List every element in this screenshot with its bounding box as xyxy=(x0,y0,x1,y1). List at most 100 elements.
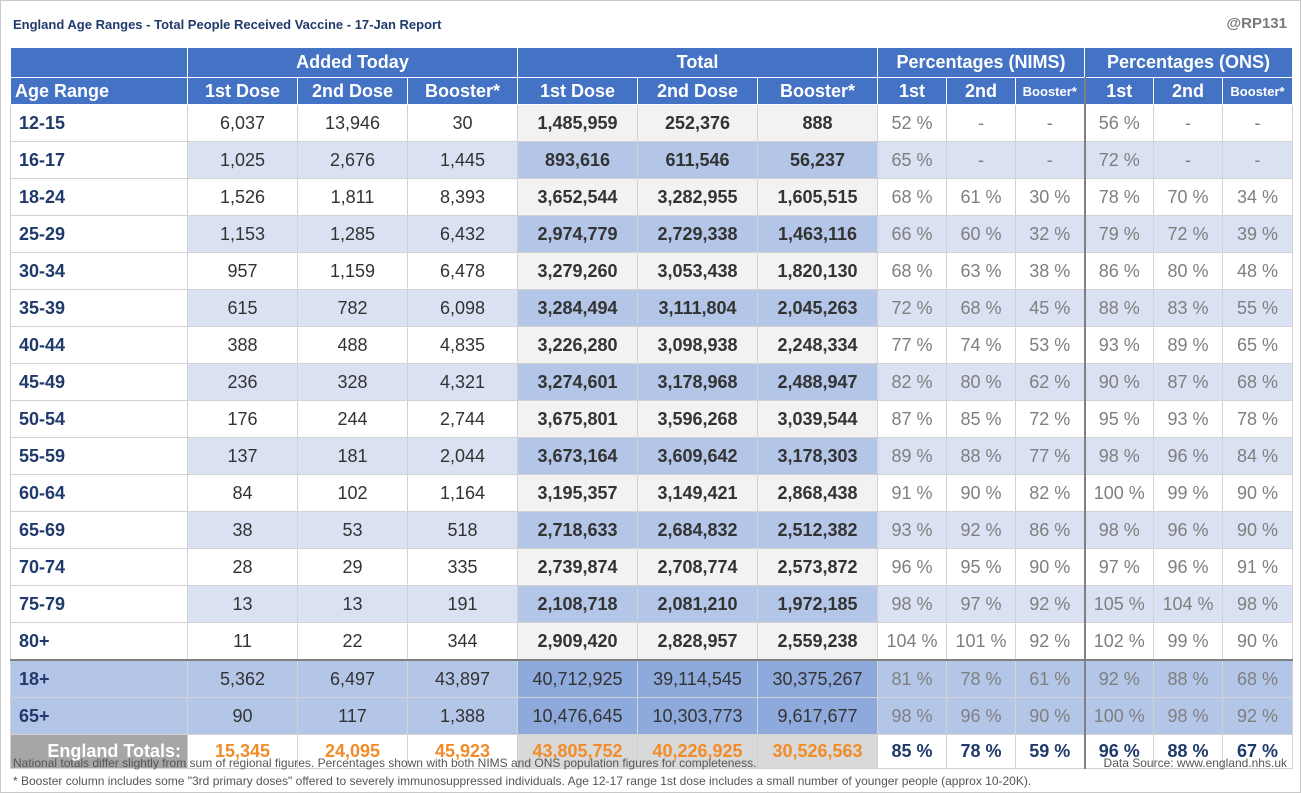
cell-ons-first: 98 % xyxy=(1083,511,1155,549)
header-nims-second: 2nd xyxy=(946,77,1017,105)
cell-nims-second: - xyxy=(946,104,1017,142)
cell-added-second: 117 xyxy=(297,697,408,735)
vaccine-table: Added Today Total Percentages (NIMS) Per… xyxy=(10,47,1294,769)
cell-added-second: 1,159 xyxy=(297,252,408,290)
cell-total-first: 3,284,494 xyxy=(517,289,638,327)
cell-age: 55-59 xyxy=(10,437,188,475)
cell-total-second: 2,708,774 xyxy=(637,548,758,586)
cell-nims-first: 89 % xyxy=(877,437,948,475)
cell-added-second: 2,676 xyxy=(297,141,408,179)
cell-total-booster: 2,559,238 xyxy=(756,622,879,661)
cell-total-first: 2,909,420 xyxy=(517,622,638,661)
cell-added-first: 236 xyxy=(187,363,298,401)
cell-added-second: 6,497 xyxy=(297,659,408,698)
cell-added-first: 38 xyxy=(187,511,298,549)
cell-nims-booster: 90 % xyxy=(1015,548,1086,586)
cell-nims-booster: - xyxy=(1015,141,1086,179)
cell-ons-first: 88 % xyxy=(1083,289,1155,327)
cell-total-booster: 2,512,382 xyxy=(756,511,879,549)
cell-ons-first: 56 % xyxy=(1083,104,1155,142)
cell-ons-first: 97 % xyxy=(1083,548,1155,586)
cell-total-second: 3,282,955 xyxy=(637,178,758,216)
cell-added-booster: 1,164 xyxy=(407,474,518,512)
cell-nims-second: 85 % xyxy=(946,400,1017,438)
cell-total-second: 3,609,642 xyxy=(637,437,758,475)
cell-nims-second: - xyxy=(946,141,1017,179)
cell-total-booster: 1,972,185 xyxy=(756,585,879,623)
cell-nims-booster: 82 % xyxy=(1015,474,1086,512)
cell-added-first: 388 xyxy=(187,326,298,364)
cell-nims-second: 92 % xyxy=(946,511,1017,549)
cell-total-second: 39,114,545 xyxy=(637,659,758,698)
cell-total-booster: 3,039,544 xyxy=(756,400,879,438)
cell-nims-first: 65 % xyxy=(877,141,948,179)
cell-added-second: 29 xyxy=(297,548,408,586)
cell-added-second: 1,811 xyxy=(297,178,408,216)
cell-ons-second: 88 % xyxy=(1153,659,1224,698)
summary-row: 18+ 5,362 6,497 43,897 40,712,925 39,114,545 3… xyxy=(10,659,1294,698)
cell-added-first: 137 xyxy=(187,437,298,475)
cell-nims-second: 60 % xyxy=(946,215,1017,253)
cell-added-booster: 4,835 xyxy=(407,326,518,364)
cell-total-booster: 3,178,303 xyxy=(756,437,879,475)
cell-ons-booster: 90 % xyxy=(1222,474,1294,512)
cell-nims-second: 90 % xyxy=(946,474,1017,512)
cell-ons-first: 72 % xyxy=(1083,141,1155,179)
cell-age: 30-34 xyxy=(10,252,188,290)
data-source: Data Source: www.england.nhs.uk xyxy=(1103,756,1287,770)
cell-total-first: 2,974,779 xyxy=(517,215,638,253)
cell-age: 50-54 xyxy=(10,400,188,438)
cell-ons-first: 86 % xyxy=(1083,252,1155,290)
table-row: 65-69 38 53 518 2,718,633 2,684,832 2,512,382 9… xyxy=(10,511,1294,549)
cell-ons-second: 89 % xyxy=(1153,326,1224,364)
cell-added-first: 1,025 xyxy=(187,141,298,179)
cell-nims-first: 98 % xyxy=(877,697,948,735)
table-row: 55-59 137 181 2,044 3,673,164 3,609,642 3,178,… xyxy=(10,437,1294,475)
author-handle: @RP131 xyxy=(1226,15,1288,32)
cell-nims-first: 93 % xyxy=(877,511,948,549)
cell-total-second: 611,546 xyxy=(637,141,758,179)
cell-age: 70-74 xyxy=(10,548,188,586)
cell-nims-booster: 61 % xyxy=(1015,659,1086,698)
cell-nims-booster: 86 % xyxy=(1015,511,1086,549)
cell-ons-booster: 84 % xyxy=(1222,437,1294,475)
cell-nims-booster: 92 % xyxy=(1015,622,1086,661)
cell-ons-second: 99 % xyxy=(1153,622,1224,661)
cell-total-second: 2,081,210 xyxy=(637,585,758,623)
cell-total-booster: 2,488,947 xyxy=(756,363,879,401)
cell-nims-booster: 30 % xyxy=(1015,178,1086,216)
cell-ons-second: 72 % xyxy=(1153,215,1224,253)
cell-age: 65-69 xyxy=(10,511,188,549)
cell-ons-booster: 90 % xyxy=(1222,511,1294,549)
cell-nims-first: 98 % xyxy=(877,585,948,623)
cell-nims-booster: 32 % xyxy=(1015,215,1086,253)
cell-added-second: 102 xyxy=(297,474,408,512)
cell-ons-first: 79 % xyxy=(1083,215,1155,253)
cell-added-first: 176 xyxy=(187,400,298,438)
cell-nims-first: 104 % xyxy=(877,622,948,661)
cell-ons-booster: 92 % xyxy=(1222,697,1294,735)
cell-total-booster: 2,045,263 xyxy=(756,289,879,327)
cell-nims-second: 78 % xyxy=(946,659,1017,698)
cell-ons-first: 100 % xyxy=(1083,697,1155,735)
cell-added-booster: 6,432 xyxy=(407,215,518,253)
cell-total-second: 3,178,968 xyxy=(637,363,758,401)
cell-nims-first: 87 % xyxy=(877,400,948,438)
cell-nims-booster: 72 % xyxy=(1015,400,1086,438)
table-row: 60-64 84 102 1,164 3,195,357 3,149,421 2,868,4… xyxy=(10,474,1294,512)
header-added-second-dose: 2nd Dose xyxy=(297,77,408,105)
cell-ons-first: 90 % xyxy=(1083,363,1155,401)
cell-ons-first: 105 % xyxy=(1083,585,1155,623)
cell-ons-second: 104 % xyxy=(1153,585,1224,623)
cell-total-second: 2,684,832 xyxy=(637,511,758,549)
cell-added-first: 84 xyxy=(187,474,298,512)
cell-total-first: 2,718,633 xyxy=(517,511,638,549)
header-ons-booster: Booster* xyxy=(1222,77,1294,105)
cell-age: 40-44 xyxy=(10,326,188,364)
cell-total-second: 3,149,421 xyxy=(637,474,758,512)
cell-added-booster: 335 xyxy=(407,548,518,586)
cell-nims-second: 68 % xyxy=(946,289,1017,327)
cell-nims-first: 91 % xyxy=(877,474,948,512)
cell-added-first: 90 xyxy=(187,697,298,735)
table-row: 70-74 28 29 335 2,739,874 2,708,774 2,573,872 9… xyxy=(10,548,1294,586)
